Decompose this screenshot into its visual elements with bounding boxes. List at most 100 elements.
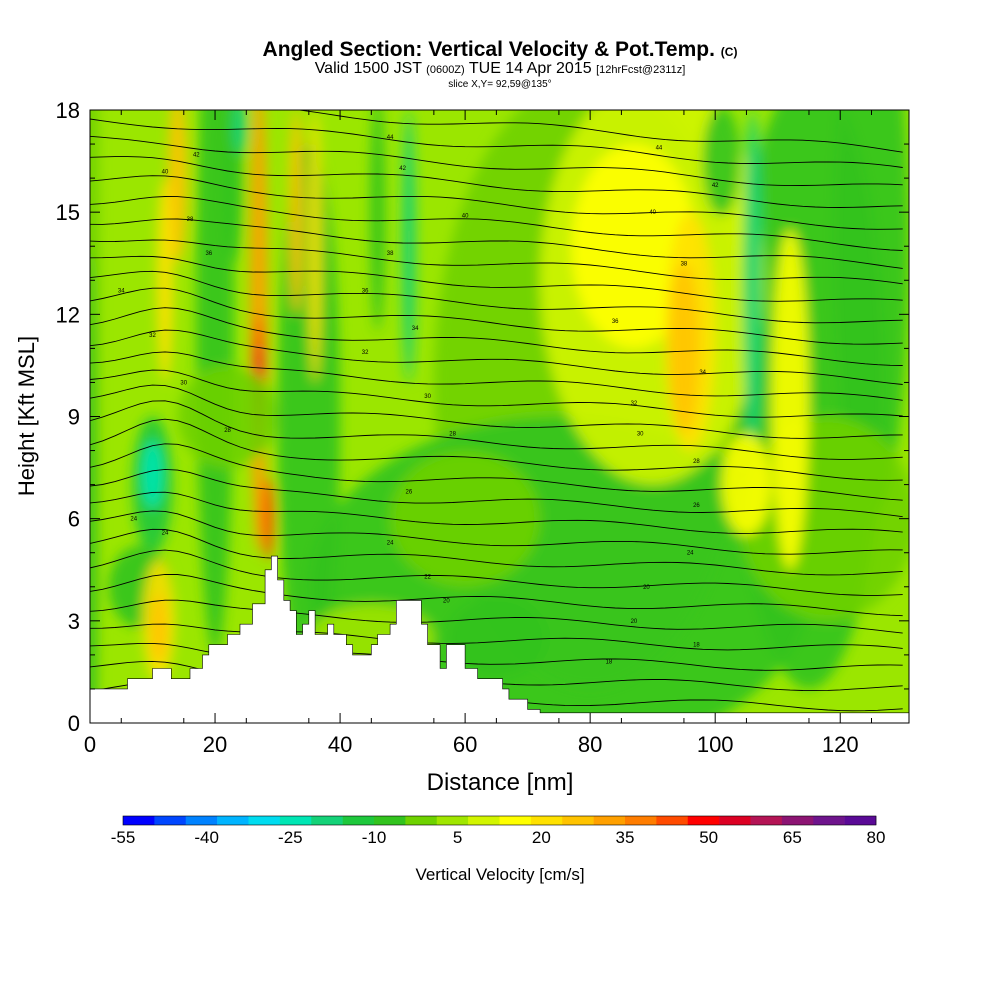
- isentrope-line: [90, 510, 903, 555]
- colorbar-swatch: [185, 816, 218, 825]
- colorbar-swatch: [719, 816, 751, 825]
- colorbar-swatch: [593, 816, 626, 825]
- colorbar-swatch: [123, 816, 155, 825]
- colorbar-tick-label: 5: [453, 828, 462, 847]
- contour-label: 26: [693, 503, 700, 509]
- y-tick-label: 0: [68, 711, 80, 736]
- colorbar-swatch: [687, 816, 720, 825]
- isentrope-line: [90, 418, 903, 481]
- velocity-blob: [262, 477, 274, 560]
- contour-label: 40: [649, 210, 656, 216]
- contour-label: 28: [693, 459, 700, 465]
- velocity-blob: [833, 110, 909, 519]
- velocity-blob: [168, 110, 187, 264]
- contour-label: 24: [130, 517, 137, 523]
- colorbar-tick-label: -10: [362, 828, 387, 847]
- contour-label: 24: [687, 551, 694, 557]
- contour-label: 32: [631, 401, 638, 407]
- contour-label: 28: [224, 428, 231, 434]
- velocity-blob: [196, 110, 234, 655]
- x-tick-label: 60: [453, 732, 477, 757]
- y-tick-label: 3: [68, 609, 80, 634]
- terrain: [90, 555, 909, 723]
- valid-time: Valid 1500 JST (0600Z) TUE 14 Apr 2015 […: [314, 60, 686, 77]
- contour-label: 42: [712, 183, 719, 189]
- isentrope-line: [90, 175, 903, 230]
- contour-label: 18: [606, 660, 613, 666]
- colorbar-tick-label: 80: [867, 828, 886, 847]
- colorbar-swatch: [248, 816, 281, 825]
- colorbar-tick-label: 35: [616, 828, 635, 847]
- contour-label: 40: [462, 214, 469, 220]
- isentrope-line: [90, 329, 903, 385]
- isentrope-line: [90, 491, 903, 534]
- velocity-blob: [370, 110, 386, 332]
- colorbar: -55 -40 -25 -10 5 20 35 50 65 80: [111, 815, 886, 847]
- contour-label: 40: [162, 169, 169, 175]
- contour-label: 28: [449, 432, 456, 438]
- isentrope-line: [90, 599, 903, 634]
- colorbar-label: Vertical Velocity [cm/s]: [415, 865, 584, 884]
- x-tick-label: 20: [203, 732, 227, 757]
- contour-label: 30: [180, 380, 187, 386]
- contour-label: 24: [162, 530, 169, 536]
- contour-label: 36: [362, 288, 369, 294]
- colorbar-swatch: [436, 816, 469, 825]
- contour-label: 38: [681, 261, 688, 267]
- isentrope-line: [90, 573, 903, 617]
- colorbar-swatch: [311, 816, 343, 825]
- isentrope-line: [90, 623, 903, 651]
- colorbar-tick-label: 50: [699, 828, 718, 847]
- chart-title: Angled Section: Vertical Velocity & Pot.…: [262, 38, 738, 61]
- contour-label: 20: [631, 619, 638, 625]
- y-axis-label: Height [Kft MSL]: [14, 336, 39, 496]
- y-tick-label: 6: [68, 507, 80, 532]
- contour-label: 44: [656, 145, 663, 151]
- contour-label: 22: [424, 575, 431, 581]
- velocity-blob: [668, 263, 700, 434]
- isentrope-line: [90, 307, 903, 366]
- velocity-blob: [702, 110, 741, 216]
- isentrope-line: [90, 384, 903, 439]
- isentrope-line: [90, 218, 903, 269]
- contour-label: 42: [193, 152, 200, 158]
- velocity-blob: [232, 110, 248, 155]
- colorbar-swatch: [499, 816, 532, 825]
- colorbar-frame: [122, 815, 877, 826]
- contour-label: 34: [118, 288, 125, 294]
- contour-label: 20: [643, 585, 650, 591]
- contour-label: 44: [387, 135, 394, 141]
- contour-label: 30: [637, 432, 644, 438]
- colorbar-swatch: [405, 816, 438, 825]
- x-tick-label: 0: [84, 732, 96, 757]
- isentrope-line: [90, 135, 903, 187]
- x-tick-label: 40: [328, 732, 352, 757]
- y-tick-label: 15: [56, 200, 80, 225]
- colorbar-tick-label: -55: [111, 828, 136, 847]
- velocity-blob: [571, 144, 697, 349]
- velocity-blob: [740, 416, 909, 621]
- colorbar-tick-label: 65: [783, 828, 802, 847]
- velocity-blob: [141, 440, 164, 509]
- isentrope-line: [90, 287, 903, 345]
- y-tick-label: 9: [68, 405, 80, 430]
- contour-label: 38: [187, 217, 194, 223]
- colorbar-swatch: [625, 816, 657, 825]
- velocity-blob: [289, 110, 304, 315]
- isentrope-line: [90, 156, 903, 208]
- isentrope-line: [90, 351, 903, 401]
- colorbar-swatch: [279, 816, 312, 825]
- velocity-blob: [156, 178, 174, 383]
- x-tick-label: 80: [578, 732, 602, 757]
- colorbar-tick-label: 20: [532, 828, 551, 847]
- contour-label: 36: [205, 251, 212, 257]
- velocity-blob: [743, 110, 763, 451]
- isentrope-line: [90, 118, 903, 168]
- contour-label: 24: [387, 541, 394, 547]
- colorbar-swatch: [217, 816, 249, 825]
- contour-label: 34: [412, 326, 419, 332]
- contour-label: 32: [149, 333, 156, 339]
- colorbar-swatch: [342, 816, 375, 825]
- contour-label: 30: [424, 394, 431, 400]
